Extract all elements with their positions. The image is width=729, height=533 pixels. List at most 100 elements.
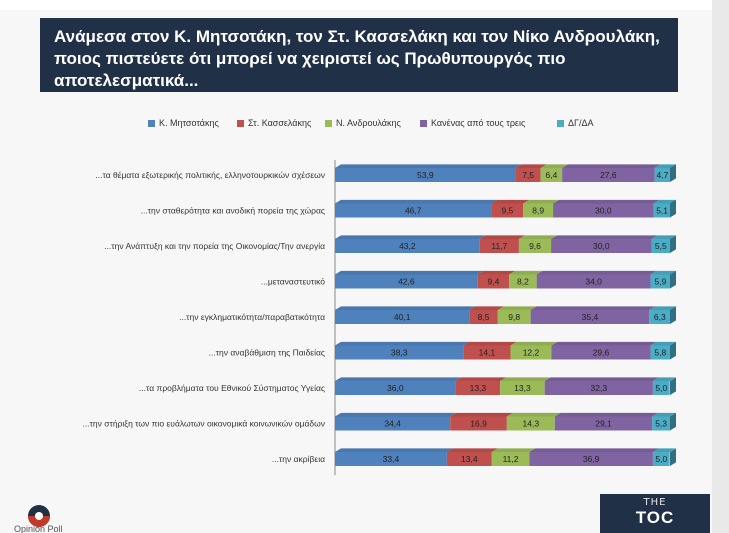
bar-segment [491,203,524,218]
data-label: 9,6 [529,241,541,251]
bar-segment [509,274,537,289]
data-label: 34,0 [585,277,602,287]
bar-segment [518,239,552,253]
bar-segment [652,381,670,395]
bar-segment [551,239,652,253]
data-label: 5,9 [655,277,667,287]
bar-side-face [670,448,676,466]
data-label: 5,1 [656,206,668,216]
data-label: 36,9 [583,454,600,464]
bar-segment-top [649,306,677,310]
data-label: 5,5 [655,241,667,251]
bar-segment-top [335,412,457,417]
bar-segment [515,168,541,182]
toc-logo-top: THE [643,497,667,508]
data-label: 34,4 [384,419,401,429]
bar-segment-top [335,341,470,346]
bar-segment-top [518,235,558,239]
bar-segment-top [540,164,569,168]
bar-segment [652,416,670,431]
bar-segment-top [335,306,476,310]
bar-segment-top [500,377,551,381]
bar-segment-top [530,306,656,310]
bar-segment [650,345,670,360]
bar-segment [654,168,671,182]
bar-segment [650,274,671,289]
bar-segment-top [335,448,453,452]
bar-segment-top [510,341,558,346]
legend-item: Κ. Μητσοτάκης [148,118,219,128]
bar-segment [335,381,456,395]
data-label: 8,9 [532,206,544,216]
legend-item: Κανένας από τους τρεις [420,118,525,128]
bar-side-face [670,235,676,253]
data-label: 33,4 [383,454,400,464]
bar-segment-top [450,412,513,417]
bar-segment-top [654,164,677,168]
data-label: 36,0 [387,383,404,393]
bar-segment [335,239,480,253]
legend-label: ΔΓ/ΔΑ [568,118,594,128]
bar-side-face [670,341,676,360]
bar-segment [450,416,507,431]
bar-side-face [670,306,676,324]
bar-side-face [670,199,676,218]
bar-segment [335,310,470,324]
legend-item: Στ. Κασσελάκης [237,118,311,128]
bar-segment [477,274,510,289]
bar-segment-top [523,199,560,204]
legend-swatch [325,119,332,127]
data-label: 53,9 [417,170,434,180]
bar-segment-top [652,377,676,381]
data-label: 9,5 [501,206,513,216]
right-edge-shade [712,0,729,533]
bar-segment-top [477,270,516,275]
bar-segment-top [335,199,498,204]
bar-segment-top [479,235,525,239]
bar-segment [455,381,501,395]
bar-segment-top [446,448,498,452]
legend-label: Ν. Ανδρουλάκης [336,118,401,128]
bar-segment-top [335,270,484,275]
title-banner: Ανάμεσα στον Κ. Μητσοτάκη, τον Στ. Κασσε… [40,18,678,92]
bar-segment [523,203,554,218]
data-label: 5,3 [655,419,667,429]
bar-segment-top [335,377,462,381]
bar-segment [446,452,492,466]
category-label: ...την σταθερότητα και ανοδική πορεία τη… [141,206,325,216]
data-label: 27,6 [600,170,617,180]
bar-segment [510,345,552,360]
legend-item: ΔΓ/ΔΑ [557,118,593,128]
bar-segment-top [652,412,676,417]
category-label: ...τα θέματα εξωτερικής πολιτικής, ελλην… [95,170,325,180]
bar-segment-top [335,164,522,168]
bar-segment [506,416,555,431]
category-label: ...την ακρίβεια [272,454,325,464]
bar-segment-top [469,306,504,310]
data-label: 13,3 [514,383,531,393]
bar-segment-top [553,199,660,204]
bar-segment [479,239,519,253]
data-label: 14,3 [523,419,540,429]
legend-label: Κανένας από τους τρεις [431,118,526,128]
chart-title: Ανάμεσα στον Κ. Μητσοτάκη, τον Στ. Κασσε… [54,27,660,90]
data-label: 11,7 [491,241,507,251]
bar-segment [497,310,531,324]
bar-segment [335,452,447,466]
bar-segment-top [650,341,676,346]
bar-segment [651,239,670,253]
bar-segment-top [529,448,659,452]
data-label: 35,4 [582,312,599,322]
data-label: 6,4 [545,170,557,180]
data-label: 7,5 [522,170,534,180]
bar-side-face [670,412,676,431]
bar-segment [554,416,653,431]
bar-side-face [670,164,676,182]
bar-segment [335,274,478,289]
bar-segment-top [335,235,486,239]
the-toc-logo: THE TOC [600,494,710,533]
legend-label: Στ. Κασσελάκης [248,118,312,128]
legend-swatch [148,119,155,127]
data-label: 12,2 [523,348,540,358]
